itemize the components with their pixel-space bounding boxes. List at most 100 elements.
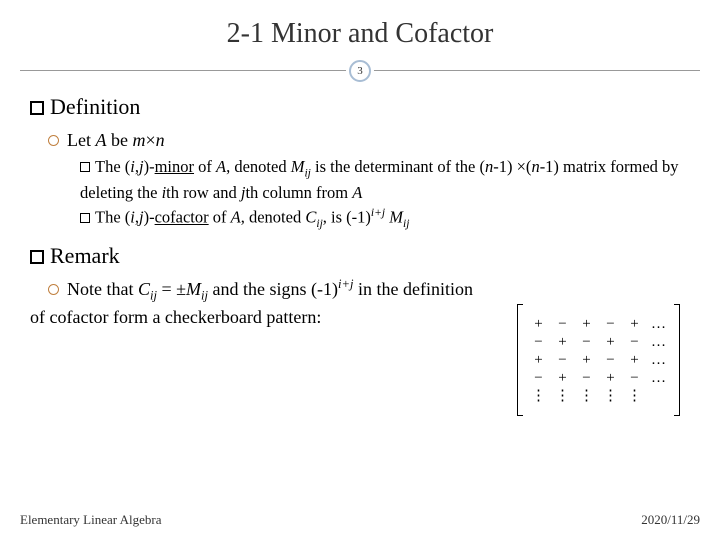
cell: − — [623, 369, 647, 387]
matrix-table: +−+−+… −+−+−… +−+−+… −+−+−… ⋮⋮⋮⋮⋮ — [527, 315, 671, 405]
definition-heading: Definition — [30, 92, 690, 122]
t: = ± — [157, 279, 186, 299]
t: and the signs (-1) — [208, 279, 338, 299]
t: Note that — [67, 279, 138, 299]
cell: − — [551, 351, 575, 369]
t: -1) ×( — [493, 157, 531, 176]
t: The ( — [95, 208, 130, 227]
t: C — [138, 279, 150, 299]
matrix-row: +−+−+… — [527, 351, 671, 369]
minor-line: The (i,j)-minor of A, denoted Mij is the… — [80, 156, 690, 204]
cell: ⋮ — [599, 387, 623, 405]
cell: + — [527, 315, 551, 333]
cell: + — [551, 369, 575, 387]
cell: − — [599, 315, 623, 333]
circle-bullet-icon — [48, 284, 59, 295]
cell: − — [551, 315, 575, 333]
cell: + — [575, 351, 599, 369]
square-bullet-icon — [30, 250, 44, 264]
t: is the determinant of the ( — [311, 157, 485, 176]
cell: + — [599, 333, 623, 351]
cell: ⋮ — [623, 387, 647, 405]
square-small-bullet-icon — [80, 213, 90, 223]
t: A — [352, 183, 362, 202]
footer-date: 2020/11/29 — [641, 512, 700, 528]
page-number-badge: 3 — [349, 60, 371, 82]
t: ij — [201, 289, 208, 303]
footer: Elementary Linear Algebra 2020/11/29 — [20, 512, 700, 528]
content-area: Definition Let A be m×n The (i,j)-minor … — [0, 92, 720, 329]
matrix-row: −+−+−… — [527, 333, 671, 351]
cofactor-word: cofactor — [155, 208, 209, 227]
cell: + — [623, 315, 647, 333]
t: of — [209, 208, 231, 227]
square-small-bullet-icon — [80, 162, 90, 172]
cell: … — [647, 333, 671, 351]
t: of — [194, 157, 216, 176]
cell: − — [575, 333, 599, 351]
divider: 3 — [0, 60, 720, 80]
t: M — [186, 279, 201, 299]
cell: − — [527, 333, 551, 351]
t: , denoted — [241, 208, 306, 227]
cell: + — [623, 351, 647, 369]
footer-left: Elementary Linear Algebra — [20, 512, 162, 527]
remark-heading: Remark — [30, 241, 690, 271]
remark-note: Note that Cij = ±Mij and the signs (-1)i… — [30, 276, 490, 329]
bracket-right-icon — [674, 304, 680, 416]
t: i+j — [338, 277, 354, 291]
remark-block: Note that Cij = ±Mij and the signs (-1)i… — [30, 276, 690, 329]
cell: − — [623, 333, 647, 351]
checkerboard-matrix: +−+−+… −+−+−… +−+−+… −+−+−… ⋮⋮⋮⋮⋮ — [517, 304, 680, 416]
cell: + — [575, 315, 599, 333]
circle-bullet-icon — [48, 135, 59, 146]
cell: − — [575, 369, 599, 387]
matrix-row: +−+−+… — [527, 315, 671, 333]
cell: − — [527, 369, 551, 387]
matrix-row: ⋮⋮⋮⋮⋮ — [527, 387, 671, 405]
t: i+j — [371, 207, 385, 219]
cell: + — [551, 333, 575, 351]
minor-word: minor — [155, 157, 194, 176]
matrix-row: −+−+−… — [527, 369, 671, 387]
let-line: Let A be m×n — [30, 128, 690, 152]
cell: + — [527, 351, 551, 369]
cell: − — [599, 351, 623, 369]
cell: … — [647, 369, 671, 387]
t: A — [231, 208, 241, 227]
t: C — [305, 208, 316, 227]
t: , is (-1) — [323, 208, 371, 227]
matrix-body: +−+−+… −+−+−… +−+−+… −+−+−… ⋮⋮⋮⋮⋮ — [527, 315, 671, 405]
t: )- — [144, 157, 155, 176]
cell: ⋮ — [551, 387, 575, 405]
cell: ⋮ — [575, 387, 599, 405]
cell: … — [647, 351, 671, 369]
cell: … — [647, 315, 671, 333]
square-bullet-icon — [30, 101, 44, 115]
let-A: A — [96, 130, 107, 150]
let-n: n — [156, 130, 165, 150]
t: The ( — [95, 157, 130, 176]
t: M — [389, 208, 403, 227]
cofactor-line: The (i,j)-cofactor of A, denoted Cij, is… — [80, 206, 690, 232]
cell — [647, 387, 671, 405]
let-mid: be — [107, 130, 133, 150]
cell: + — [599, 369, 623, 387]
t: , denoted — [226, 157, 291, 176]
t: n — [531, 157, 539, 176]
cell: ⋮ — [527, 387, 551, 405]
let-pre: Let — [67, 130, 96, 150]
t: th row and — [166, 183, 241, 202]
t: A — [216, 157, 226, 176]
slide-title: 2-1 Minor and Cofactor — [0, 0, 720, 60]
heading-text: Remark — [50, 243, 120, 268]
heading-text: Definition — [50, 94, 140, 119]
t: ij — [150, 289, 157, 303]
t: M — [291, 157, 305, 176]
t: ij — [403, 218, 409, 230]
let-x: × — [146, 130, 156, 150]
t: )- — [144, 208, 155, 227]
t: th column from — [245, 183, 352, 202]
bracket-left-icon — [517, 304, 523, 416]
let-m: m — [133, 130, 146, 150]
